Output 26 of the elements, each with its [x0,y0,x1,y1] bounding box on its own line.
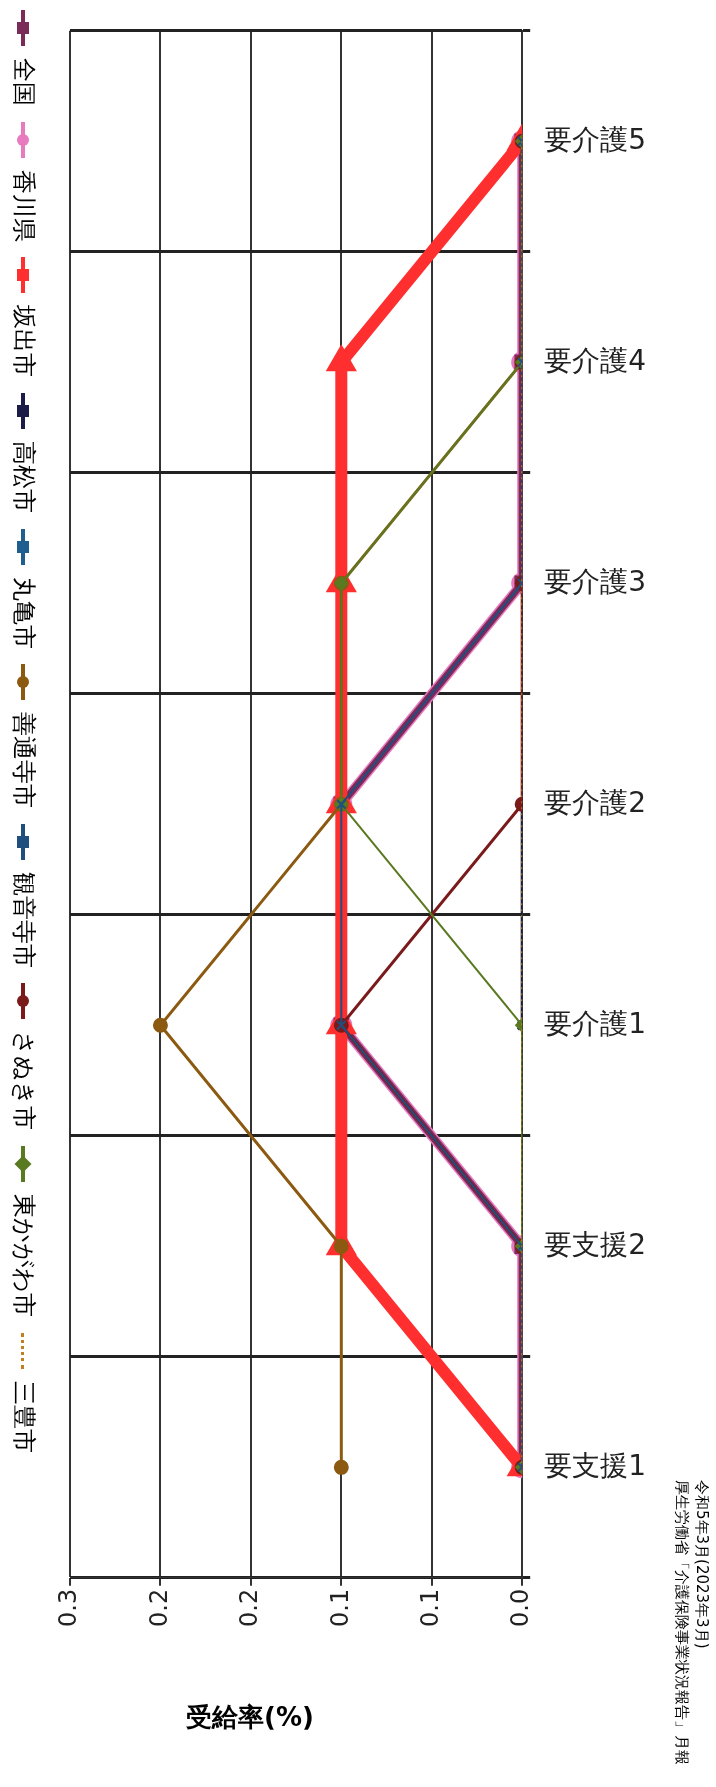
y-tick-label: 要介護4 [544,343,647,377]
legend-label: 観音寺市 [10,870,38,968]
y-tick-label: 要介護3 [544,564,647,598]
x-tick-label: 0.1 [415,1588,444,1627]
legend-label: 坂出市 [10,303,38,377]
x-tick-label: 0.2 [235,1588,264,1627]
legend-label: 善通寺市 [10,710,38,808]
legend-label: 香川県 [10,168,38,242]
x-tick-label: 0.3 [54,1588,83,1627]
legend-label: 三豊市 [10,1379,38,1453]
text: 令和5年3月(2023年3月) [692,1480,712,1651]
y-tick-label: 要支援1 [544,1448,647,1482]
legend-label: 高松市 [10,439,38,513]
legend-label: 全国 [10,56,38,106]
y-tick-label: 要介護2 [544,785,647,819]
x-tick-label: 0.1 [325,1588,354,1627]
legend-label: 丸亀市 [10,575,38,649]
y-tick-label: 要介護1 [544,1006,647,1040]
y-tick-label: 要支援2 [544,1227,647,1261]
y-tick-label: 要介護5 [544,122,647,156]
legend-label: さぬき市 [10,1030,38,1131]
x-tick-label: 0.2 [144,1588,173,1627]
x-axis-title: 受給率(%) [185,1701,315,1734]
text: 厚生労働省「介護保険事業状況報告」月報 [672,1480,692,1765]
x-tick-label: 0.0 [506,1588,535,1627]
legend-label: 東かがわ市 [10,1192,38,1317]
